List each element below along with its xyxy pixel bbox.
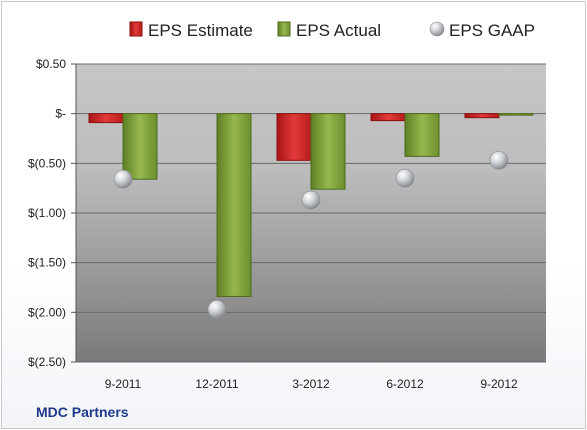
eps-actual-bar [404, 113, 440, 157]
y-tick-label: $- [55, 107, 66, 121]
eps-gaap-marker [489, 151, 509, 170]
eps-estimate-legend-swatch [129, 21, 143, 37]
eps-estimate-bar [88, 113, 124, 124]
x-tick-label: 6-2012 [386, 377, 424, 391]
y-axis: $0.50 $- $(0.50) $(1.00) $(1.50) $(2.00) $(2.5… [28, 57, 77, 369]
y-tick-label: $(2.50) [28, 355, 66, 369]
y-tick-label: $(2.00) [28, 305, 66, 319]
x-tick-label: 12-2011 [195, 377, 238, 391]
legend-label: EPS Estimate [148, 21, 253, 40]
bars [88, 113, 534, 297]
eps-actual-legend-swatch [277, 21, 291, 37]
legend-label: EPS Actual [296, 21, 381, 40]
y-tick-label: $(1.50) [28, 256, 66, 270]
eps-gaap-marker [113, 169, 133, 189]
y-tick-label: $(0.50) [28, 156, 66, 170]
eps-actual-bar [216, 113, 252, 297]
eps-actual-bar [122, 113, 158, 180]
x-axis: 9-2011 12-2011 3-2012 6-2012 9-2012 [105, 377, 518, 391]
eps-gaap-marker [395, 168, 415, 188]
y-tick-label: $0.50 [36, 57, 66, 71]
legend-label: EPS GAAP [449, 21, 535, 40]
eps-gaap-legend-swatch [429, 21, 445, 37]
eps-actual-bar [310, 113, 346, 190]
eps-actual-bar [498, 113, 534, 116]
x-tick-label: 9-2011 [105, 377, 142, 391]
y-tick-label: $(1.00) [28, 206, 66, 220]
eps-gaap-marker [301, 190, 321, 210]
eps-estimate-bar [370, 113, 406, 122]
x-tick-label: 9-2012 [480, 377, 518, 391]
eps-estimate-bar [464, 113, 500, 119]
x-tick-label: 3-2012 [292, 377, 330, 391]
eps-estimate-bar [276, 113, 312, 161]
legend: EPS Estimate EPS Actual EPS GAAP [129, 21, 535, 40]
markers [113, 151, 509, 319]
eps-gaap-marker [207, 300, 227, 319]
company-name: MDC Partners [36, 404, 129, 420]
